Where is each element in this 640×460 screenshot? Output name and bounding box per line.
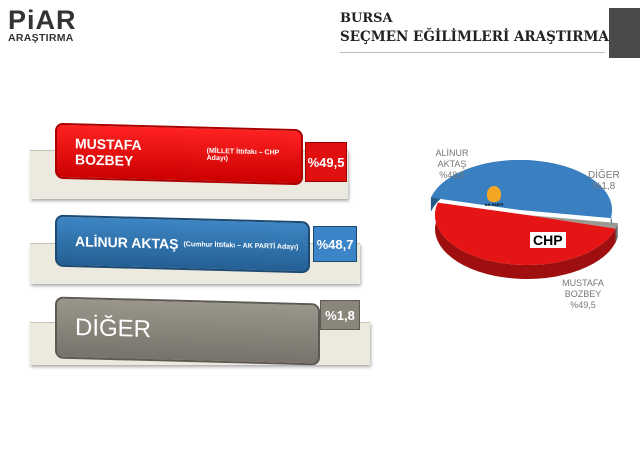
- candidate-pct: %1,8: [320, 300, 360, 330]
- pie-label-bozbey: MUSTAFA BOZBEY %49,5: [558, 278, 608, 311]
- pie-slice: [434, 202, 616, 280]
- label-name: MUSTAFA BOZBEY: [562, 278, 604, 299]
- page-title: BURSA SEÇMEN EĞİLİMLERİ ARAŞTIRMASI: [340, 10, 625, 46]
- pie-slice-side: [434, 202, 616, 280]
- chp-logo: CHP: [530, 232, 566, 248]
- corner-block: [609, 8, 640, 58]
- label-value: %49,5: [570, 300, 596, 310]
- logo-main: PiAR: [8, 5, 77, 35]
- pie-slice-top: [527, 215, 618, 229]
- label-name: ALİNUR AKTAŞ: [435, 148, 469, 169]
- candidate-pct: %49,5: [305, 142, 347, 182]
- pie-label-aktas: ALİNUR AKTAŞ %48,5: [432, 148, 472, 181]
- pie-slice-side: [615, 223, 618, 243]
- title-subtitle: SEÇMEN EĞİLİMLERİ ARAŞTIRMASI: [340, 29, 625, 45]
- logo-sub: ARAŞTIRMA: [8, 32, 74, 44]
- label-value: %48,5: [439, 170, 465, 180]
- pie-label-diger: DİĞER %1,8: [588, 170, 620, 192]
- lightbulb-icon: [487, 186, 501, 202]
- pie-slice-top: [434, 202, 616, 266]
- pie-slice: [527, 215, 618, 243]
- pie-slice: [430, 159, 613, 233]
- ak-parti-logo: AK PARTİ: [480, 186, 508, 207]
- title-divider: [340, 52, 605, 53]
- ak-label: AK PARTİ: [484, 202, 504, 207]
- piar-logo: PiAR ARAŞTIRMA: [8, 5, 77, 45]
- label-name: DİĞER: [588, 170, 620, 181]
- title-city: BURSA: [340, 11, 393, 26]
- pie-slice-top: [430, 159, 613, 219]
- label-value: %1,8: [592, 181, 616, 192]
- candidate-pct: %48,7: [313, 226, 357, 262]
